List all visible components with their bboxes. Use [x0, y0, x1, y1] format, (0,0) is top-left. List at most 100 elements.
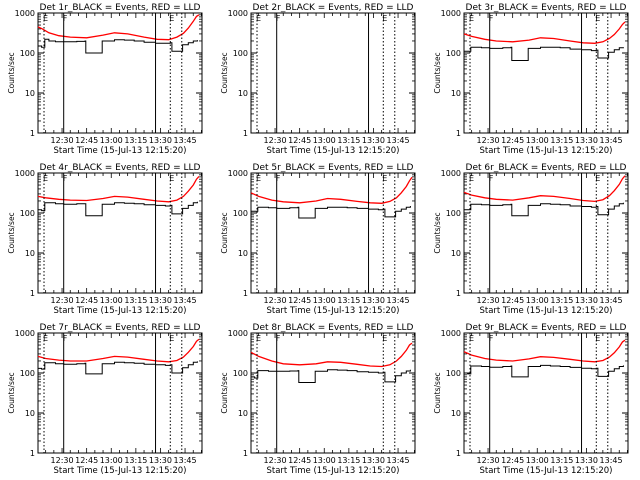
- x-tick-label: 12:30: [51, 456, 74, 465]
- series-line-lld: [463, 21, 626, 44]
- x-axis-label: Start Time (15-Jul-13 12:15:20): [480, 146, 613, 156]
- series-line-events: [38, 201, 198, 217]
- y-tick-label: 10: [238, 249, 248, 258]
- panel-title: Det 7r_BLACK = Events, RED = LLD: [40, 323, 201, 333]
- event-marker-label: E: [43, 174, 48, 183]
- series-line-events: [464, 46, 624, 61]
- plot-frame: [37, 332, 203, 454]
- detector-panel-1: Det 1r_BLACK = Events, RED = LLD 1 10 100 10…: [7, 3, 203, 156]
- series-line-lld: [463, 339, 626, 363]
- x-tick-label: 13:15: [124, 456, 147, 465]
- series-line-lld: [37, 175, 200, 203]
- x-tick-label: 12:30: [51, 296, 74, 305]
- x-tick-label: 12:30: [477, 456, 500, 465]
- series-line-events: [464, 364, 624, 378]
- event-marker-label: E: [382, 174, 387, 183]
- event-marker-label: F: [276, 14, 281, 23]
- event-marker-label: E: [43, 334, 48, 343]
- y-tick-label: 100: [20, 49, 35, 58]
- series-line-events: [251, 369, 411, 383]
- y-tick-label: 1000: [15, 329, 35, 338]
- x-tick-label: 13:00: [526, 296, 549, 305]
- x-tick-label: 13:15: [550, 136, 573, 145]
- x-tick-label: 13:30: [575, 296, 598, 305]
- event-marker-label: F: [63, 174, 68, 183]
- y-tick-label: 1000: [441, 9, 461, 18]
- x-tick-label: 13:30: [362, 136, 385, 145]
- panel-title: Det 9r_BLACK = Events, RED = LLD: [466, 323, 627, 333]
- y-tick-label: 1000: [15, 169, 35, 178]
- y-axis-label: Counts/sec: [7, 52, 16, 93]
- event-marker-label: E: [169, 174, 174, 183]
- event-marker-label: E: [169, 14, 174, 23]
- plot-frame: [37, 12, 203, 134]
- event-marker-label: E: [595, 334, 600, 343]
- plot-frame: [37, 172, 203, 294]
- event-marker-label: F: [489, 174, 494, 183]
- x-tick-label: 13:15: [337, 456, 360, 465]
- y-tick-label: 1: [30, 129, 35, 138]
- series-line-lld: [37, 338, 200, 363]
- x-tick-label: 12:30: [264, 296, 287, 305]
- y-tick-label: 10: [25, 409, 35, 418]
- detector-panel-5: Det 5r_BLACK = Events, RED = LLD 1 10 100 10…: [220, 163, 416, 316]
- y-tick-label: 100: [233, 369, 248, 378]
- x-tick-label: 13:00: [100, 296, 123, 305]
- y-axis-label: Counts/sec: [220, 212, 229, 253]
- y-axis-label: Counts/sec: [433, 372, 442, 413]
- event-marker-label: F: [63, 334, 68, 343]
- x-tick-label: 12:45: [75, 136, 98, 145]
- y-tick-label: 1000: [228, 169, 248, 178]
- x-tick-label: 12:45: [288, 456, 311, 465]
- detector-panel-6: Det 6r_BLACK = Events, RED = LLD 1 10 100 10…: [433, 163, 629, 316]
- x-tick-label: 12:45: [501, 136, 524, 145]
- y-tick-label: 10: [238, 89, 248, 98]
- x-tick-label: 13:15: [550, 296, 573, 305]
- event-marker-label: E: [43, 14, 48, 23]
- x-axis-label: Start Time (15-Jul-13 12:15:20): [54, 466, 187, 476]
- detector-panel-8: Det 8r_BLACK = Events, RED = LLD 1 10 100 10…: [220, 323, 416, 476]
- x-tick-label: 13:45: [600, 296, 623, 305]
- x-tick-label: 13:30: [362, 456, 385, 465]
- panel-title: Det 2r_BLACK = Events, RED = LLD: [253, 3, 414, 13]
- x-tick-label: 13:45: [600, 456, 623, 465]
- x-tick-label: 13:30: [575, 136, 598, 145]
- x-axis-label: Start Time (15-Jul-13 12:15:20): [267, 146, 400, 156]
- plot-frame: [250, 172, 416, 294]
- y-tick-label: 10: [451, 89, 461, 98]
- y-tick-label: 10: [238, 409, 248, 418]
- y-tick-label: 1000: [228, 329, 248, 338]
- event-marker-label: E: [469, 174, 474, 183]
- x-tick-label: 13:00: [313, 296, 336, 305]
- series-line-lld: [250, 342, 413, 368]
- y-tick-label: 100: [20, 369, 35, 378]
- plot-frame: [250, 332, 416, 454]
- x-tick-label: 13:15: [337, 296, 360, 305]
- x-axis-label: Start Time (15-Jul-13 12:15:20): [54, 146, 187, 156]
- event-marker-label: F: [489, 14, 494, 23]
- y-tick-label: 1: [456, 129, 461, 138]
- y-axis-label: Counts/sec: [220, 52, 229, 93]
- x-tick-label: 12:45: [75, 296, 98, 305]
- x-tick-label: 13:45: [174, 136, 197, 145]
- event-marker-label: F: [276, 334, 281, 343]
- event-marker-label: E: [256, 334, 261, 343]
- x-axis-label: Start Time (15-Jul-13 12:15:20): [54, 306, 187, 316]
- y-axis-label: Counts/sec: [433, 52, 442, 93]
- x-tick-label: 12:45: [501, 296, 524, 305]
- x-tick-label: 13:30: [149, 456, 172, 465]
- y-tick-label: 100: [446, 49, 461, 58]
- series-line-events: [38, 361, 198, 375]
- x-tick-label: 13:00: [313, 136, 336, 145]
- event-marker-label: E: [469, 14, 474, 23]
- x-axis-label: Start Time (15-Jul-13 12:15:20): [480, 306, 613, 316]
- detector-panel-3: Det 3r_BLACK = Events, RED = LLD 1 10 100 10…: [433, 3, 629, 156]
- x-tick-label: 13:45: [600, 136, 623, 145]
- x-tick-label: 13:30: [575, 456, 598, 465]
- x-axis-label: Start Time (15-Jul-13 12:15:20): [480, 466, 613, 476]
- x-tick-label: 13:00: [100, 456, 123, 465]
- plot-frame: [463, 12, 629, 134]
- x-tick-label: 13:15: [124, 136, 147, 145]
- y-tick-label: 1000: [441, 329, 461, 338]
